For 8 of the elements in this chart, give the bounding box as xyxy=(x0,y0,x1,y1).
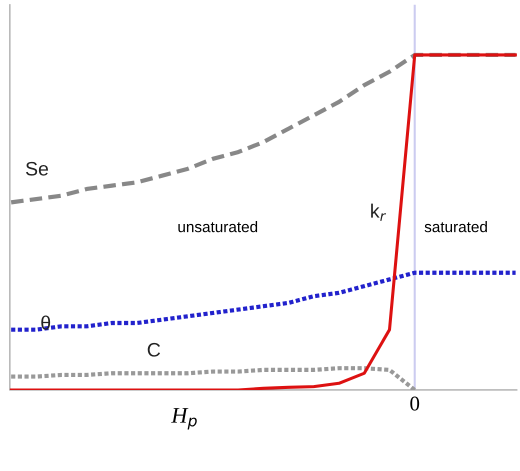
text: 0 xyxy=(410,396,420,411)
series-label: C xyxy=(148,342,160,357)
annotation: saturated xyxy=(424,221,487,232)
text: H$_{p}$ xyxy=(171,408,197,430)
series-label: Se xyxy=(26,162,48,176)
series-label: θ xyxy=(41,315,50,330)
series-label: k$_{r}$ xyxy=(371,204,386,221)
annotation: unsaturated xyxy=(178,221,258,232)
